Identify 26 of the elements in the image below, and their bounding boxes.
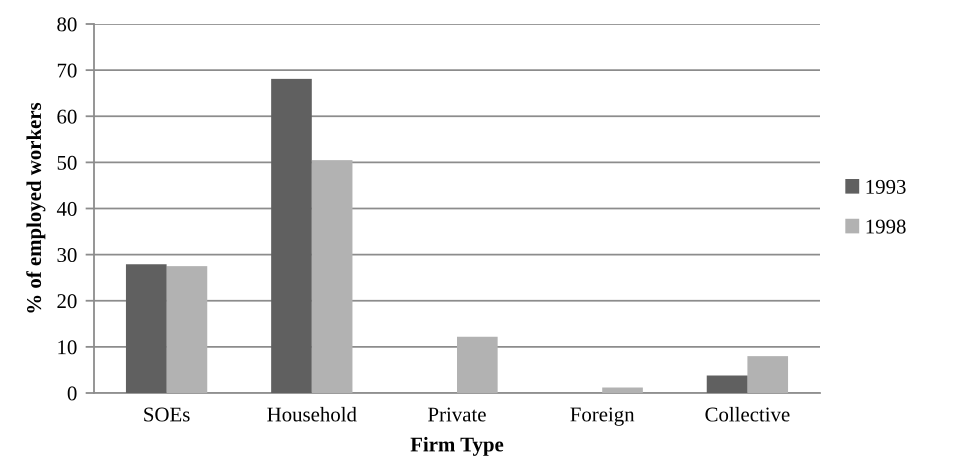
y-tick-label: 10 — [58, 340, 77, 354]
x-tick-label: Private — [428, 408, 486, 422]
bar — [706, 375, 748, 393]
x-tick-label: SOEs — [144, 408, 190, 422]
bar — [457, 336, 498, 393]
bar — [166, 266, 208, 393]
y-tick-label: 60 — [57, 110, 77, 124]
y-tick-label: 80 — [57, 17, 77, 32]
y-tick-label: 20 — [57, 294, 77, 308]
bar — [747, 356, 788, 393]
x-tick-label: Household — [267, 406, 357, 422]
bar — [602, 387, 643, 393]
bar — [126, 264, 167, 393]
legend-label: 1993 — [866, 180, 906, 194]
y-tick-label: 70 — [58, 64, 77, 78]
x-tick-label: Collective — [705, 406, 790, 422]
bar — [271, 78, 312, 393]
legend-label: 1998 — [866, 220, 906, 234]
x-axis-title: Firm Type — [410, 436, 504, 456]
y-tick-label: 50 — [58, 156, 77, 170]
x-tick-label: Foreign — [570, 407, 634, 426]
y-tick-label: 40 — [56, 202, 77, 216]
y-axis-title: % of employed workers — [26, 102, 46, 313]
y-tick-label: 30 — [57, 248, 77, 262]
y-tick-label: 0 — [68, 386, 77, 400]
bar — [312, 160, 352, 393]
